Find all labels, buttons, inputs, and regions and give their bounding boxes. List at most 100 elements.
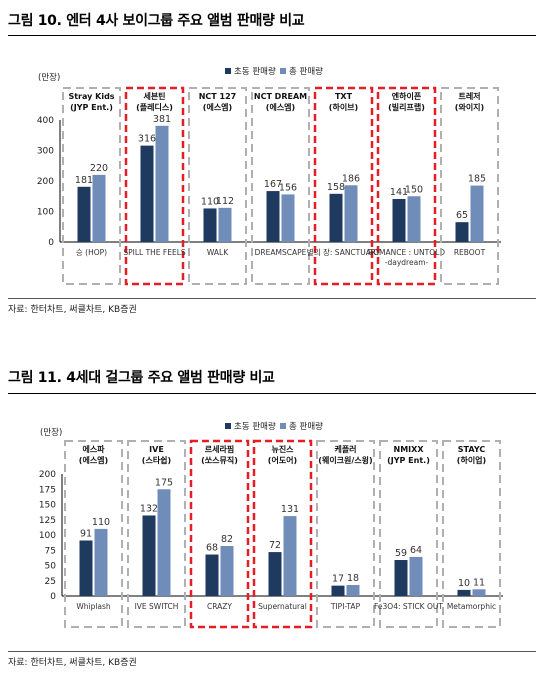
album-label: ROMANCE : UNTOLD — [368, 248, 445, 257]
bar-value-label: 72 — [269, 540, 281, 551]
group-border — [188, 87, 247, 285]
group-artist-name: NCT 127 — [199, 92, 237, 101]
bar-value-label: 158 — [327, 182, 345, 193]
figure-10-source: 자료: 한터차트, 써클차트, KB증권 — [8, 305, 137, 315]
group-artist-name: Stray Kids — [68, 92, 114, 101]
group-border — [62, 87, 121, 285]
bar — [218, 207, 232, 242]
group-agency-label: (JYP Ent.) — [70, 103, 113, 112]
bar-value-label: 316 — [138, 134, 156, 145]
album-label: WALK — [207, 248, 229, 257]
bar — [470, 185, 484, 242]
bar — [457, 589, 471, 596]
legend-label: 총 판매량 — [289, 66, 323, 77]
bar-value-label: 91 — [80, 528, 92, 539]
group-artist-name: NCT DREAM — [254, 92, 307, 101]
y-tick-label: 200 — [39, 470, 56, 480]
album-label: SPILL THE FEELS — [123, 248, 186, 257]
bar — [77, 186, 91, 242]
bar — [344, 185, 358, 242]
legend-swatch — [225, 423, 231, 429]
bar — [142, 515, 156, 596]
group-border — [379, 440, 438, 628]
group-agency-label: (하이업) — [457, 455, 486, 465]
bar — [392, 198, 406, 242]
group-agency-label: (JYP Ent.) — [387, 456, 430, 465]
bar — [94, 528, 108, 596]
title-rule — [8, 393, 536, 394]
group-agency-label: (에스엠) — [266, 102, 295, 112]
bar-value-label: 59 — [395, 548, 407, 559]
album-label: CRAZY — [207, 602, 232, 611]
highlight-group-border — [313, 86, 374, 286]
y-tick-label: 25 — [45, 577, 56, 587]
bar-value-label: 175 — [155, 477, 173, 488]
legend-swatch — [280, 423, 286, 429]
album-label: Metamorphic — [447, 602, 496, 611]
y-tick-label: 150 — [39, 501, 56, 511]
group-artist-name: STAYC — [458, 445, 486, 454]
bar-value-label: 186 — [342, 173, 360, 184]
group-agency-label: (스타쉽) — [142, 455, 171, 465]
bar-value-label: 167 — [264, 179, 282, 190]
album-label: TIPI-TAP — [330, 602, 361, 611]
group-artist-name: 케플러 — [334, 444, 356, 454]
highlight-group-border — [376, 86, 437, 286]
bar-value-label: 181 — [75, 175, 93, 186]
group-border — [316, 440, 375, 628]
group-artist-name: 르세라핌 — [205, 444, 234, 454]
bar-value-label: 185 — [468, 174, 486, 185]
y-tick-label: 100 — [37, 208, 54, 218]
group-border — [251, 87, 310, 285]
highlight-group-border — [124, 86, 185, 286]
bar — [92, 174, 106, 242]
bar — [155, 125, 169, 242]
y-axis-label: (만장) — [38, 72, 60, 83]
group-agency-label: (와이지) — [455, 102, 484, 112]
group-artist-name: 뉴진스 — [271, 444, 294, 454]
album-label: Fe3O4: STICK OUT — [374, 602, 443, 611]
bar-value-label: 64 — [410, 545, 422, 556]
group-agency-label: (쏘스뮤직) — [201, 455, 238, 465]
bar-value-label: 156 — [279, 182, 297, 193]
legend-label: 초동 판매량 — [234, 421, 276, 432]
group-artist-name: 세븐틴 — [143, 91, 165, 101]
figure-11-source: 자료: 한터차트, 써클차트, KB증권 — [8, 658, 137, 668]
group-border — [440, 87, 499, 285]
bar — [329, 193, 343, 242]
bar — [455, 222, 469, 242]
bar — [220, 545, 234, 596]
album-label: Supernatural — [258, 602, 307, 611]
bar — [409, 556, 423, 596]
source-rule — [8, 651, 536, 652]
bar-value-label: 17 — [332, 574, 344, 585]
album-label: Whiplash — [76, 602, 111, 611]
bar-value-label: 110 — [201, 196, 219, 207]
bar — [346, 585, 360, 596]
y-tick-label: 125 — [39, 516, 56, 526]
group-agency-label: (웨이크원/스윙) — [318, 455, 372, 465]
group-agency-label: (빌리프랩) — [388, 102, 425, 112]
y-tick-label: 0 — [48, 238, 54, 248]
bar-value-label: 150 — [405, 184, 423, 195]
girl-group-sales-chart: (만장) 초동 판매량 총 판매량 0 25 50 75 100 125 150 175 200 에스파… — [39, 421, 503, 629]
album-label: -daydream- — [385, 258, 429, 267]
bar — [283, 516, 297, 596]
group-agency-label: (에스엠) — [203, 102, 232, 112]
album-label: 별의 장: SANCTUARY — [307, 247, 381, 257]
bar-value-label: 220 — [90, 163, 108, 174]
bar — [205, 554, 219, 596]
y-tick-label: 50 — [45, 562, 57, 572]
group-border — [127, 440, 186, 628]
y-tick-label: 200 — [37, 177, 54, 187]
bar-value-label: 82 — [221, 534, 233, 545]
bar-value-label: 68 — [206, 543, 218, 554]
legend-swatch — [225, 68, 231, 74]
bar-value-label: 381 — [153, 114, 171, 125]
bar — [140, 145, 154, 242]
y-tick-label: 75 — [45, 546, 56, 556]
group-border — [442, 440, 501, 628]
bar-value-label: 112 — [216, 196, 234, 207]
boy-group-sales-chart: (만장) 초동 판매량 총 판매량 0 100 200 300 400 Stray Kids (J… — [37, 66, 501, 286]
y-tick-label: 175 — [39, 485, 56, 495]
